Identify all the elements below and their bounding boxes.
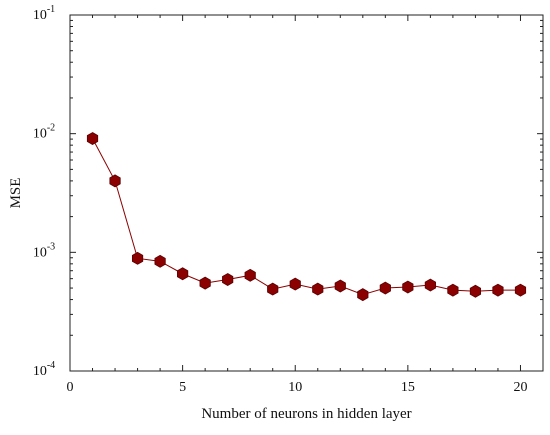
y-tick-base: 10 — [33, 364, 47, 379]
data-point — [312, 282, 324, 296]
data-point — [469, 284, 482, 298]
data-point — [334, 279, 346, 293]
data-point — [267, 282, 279, 296]
x-axis-label: Number of neurons in hidden layer — [201, 406, 411, 422]
y-tick-label: 10-2 — [33, 123, 55, 142]
data-point — [379, 281, 391, 295]
y-tick-base: 10 — [33, 127, 47, 142]
series-line — [92, 138, 521, 296]
y-tick-exponent: -2 — [47, 123, 55, 134]
data-point — [357, 288, 369, 302]
x-tick-label: 20 — [513, 380, 527, 395]
y-tick-label: 10-3 — [33, 241, 55, 260]
plot-area-frame — [69, 14, 544, 372]
x-tick-label: 15 — [401, 380, 415, 395]
data-point — [447, 283, 459, 297]
data-point — [131, 251, 144, 265]
data-point — [222, 273, 234, 286]
x-tick-label: 10 — [288, 380, 302, 395]
data-point — [514, 283, 527, 297]
axis-ticks — [69, 14, 544, 372]
y-tick-label: 10-1 — [33, 4, 55, 23]
y-tick-label: 10-4 — [33, 360, 55, 379]
series-group — [86, 132, 527, 302]
y-tick-exponent: -3 — [47, 241, 55, 252]
data-point — [154, 254, 166, 268]
data-point — [402, 280, 414, 294]
y-axis-label: MSE — [8, 178, 24, 209]
data-point — [177, 267, 189, 281]
data-point — [289, 277, 301, 291]
data-point — [492, 283, 504, 297]
data-point — [244, 268, 256, 282]
y-tick-base: 10 — [33, 8, 47, 23]
x-tick-label: 5 — [179, 380, 186, 395]
data-point — [109, 174, 121, 188]
y-tick-base: 10 — [33, 245, 47, 260]
data-point — [86, 132, 99, 145]
y-tick-exponent: -1 — [47, 4, 55, 15]
x-tick-label: 0 — [67, 380, 74, 395]
data-point — [199, 276, 211, 290]
data-point — [424, 278, 436, 292]
y-tick-exponent: -4 — [47, 360, 55, 371]
